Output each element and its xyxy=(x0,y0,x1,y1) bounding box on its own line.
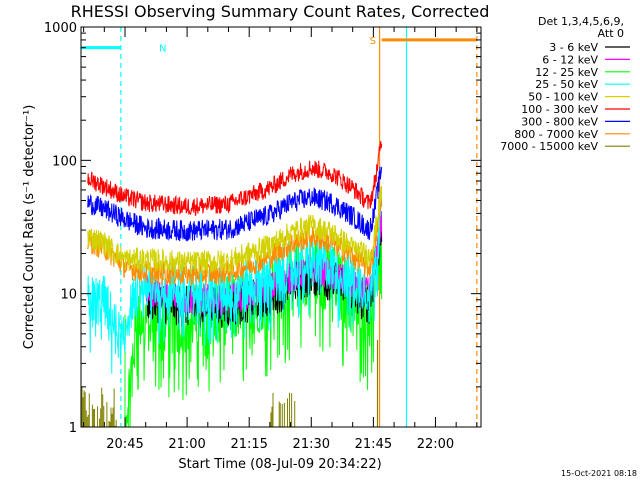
y-tick-label: 1000 xyxy=(44,21,77,36)
legend-label-800-7000-kev: 800 - 7000 keV xyxy=(514,128,598,141)
x-tick-label: 22:00 xyxy=(417,437,454,452)
x-axis-title: Start Time (08-Jul-09 20:34:22) xyxy=(178,457,381,472)
legend-label-50-100-kev: 50 - 100 keV xyxy=(528,91,598,104)
series-800-7000-kev xyxy=(87,196,383,286)
legend-label-25-50-kev: 25 - 50 keV xyxy=(535,78,598,91)
legend-label-7000-15000-kev: 7000 - 15000 keV xyxy=(500,140,598,153)
series-7000-15000-kev xyxy=(80,339,379,427)
plot-frame xyxy=(80,26,482,428)
y-tick-label: 10 xyxy=(60,288,77,303)
x-tick-label: 21:45 xyxy=(355,437,392,452)
legend-label-6-12-kev: 6 - 12 keV xyxy=(542,53,598,66)
series-100-300-kev-line xyxy=(87,141,383,217)
x-tick-label: 21:15 xyxy=(230,437,267,452)
flag-label-n: N xyxy=(159,44,166,55)
legend-label-300-800-kev: 300 - 800 keV xyxy=(521,115,598,128)
series-800-7000-kev-line xyxy=(87,196,383,286)
footer-timestamp: 15-Oct-2021 08:18 xyxy=(561,469,637,478)
x-tick-label: 21:30 xyxy=(293,437,330,452)
legend-label-100-300-kev: 100 - 300 keV xyxy=(521,103,598,116)
series-50-100-kev xyxy=(87,185,383,276)
legend-label-3-6-kev: 3 - 6 keV xyxy=(549,41,598,54)
series-100-300-kev xyxy=(87,141,383,217)
legend-header-line-1: Det 1,3,4,5,6,9, xyxy=(538,15,624,28)
series-300-800-kev xyxy=(87,166,383,242)
series-25-50-kev xyxy=(87,190,383,374)
x-tick-label: 21:00 xyxy=(168,437,205,452)
series-50-100-kev-line xyxy=(87,185,383,276)
legend-label-12-25-kev: 12 - 25 keV xyxy=(535,66,598,79)
plot-layer: NS xyxy=(80,27,478,428)
y-tick-label: 1 xyxy=(69,421,77,436)
series-300-800-kev-line xyxy=(87,166,383,242)
x-tick-label: 20:45 xyxy=(106,437,143,452)
series-25-50-kev-line xyxy=(87,190,383,374)
legend-header-line-2: Att 0 xyxy=(598,27,624,40)
y-tick-label: 100 xyxy=(52,154,77,169)
flag-label-s: S xyxy=(370,36,376,47)
y-axis-title: Corrected Count Rate (s⁻¹ detector⁻¹) xyxy=(22,105,37,350)
tick-layer: 1 10 100 1000 20:45 21:00 21:15 21:30 21:45 22:00 xyxy=(44,21,481,452)
chart-title: RHESSI Observing Summary Count Rates, Co… xyxy=(71,2,490,21)
